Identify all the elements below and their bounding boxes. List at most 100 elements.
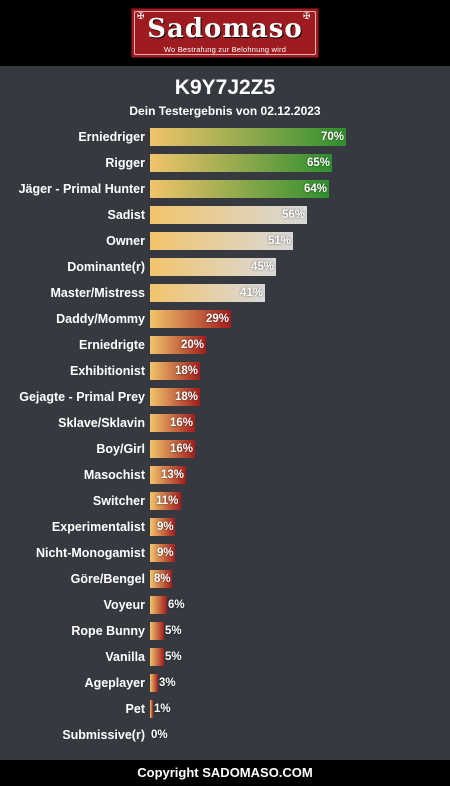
category-label: Switcher [92, 494, 145, 508]
logo-tagline: Wo Bestrafung zur Belohnung wird [163, 45, 287, 54]
bar-row: Rigger 65% [0, 154, 450, 172]
result-code-title: K9Y7J2Z5 [174, 76, 276, 99]
bar-row: Jäger - Primal Hunter 64% [0, 180, 450, 198]
category-label: Experimentalist [51, 520, 145, 534]
bar [150, 492, 181, 510]
header: ✠ ✠ Sadomaso Wo Bestrafung zur Belohnung… [0, 0, 450, 66]
bar-row: Switcher 11% [0, 492, 450, 510]
category-label: Submissive(r) [62, 728, 145, 742]
category-label: Jäger - Primal Hunter [18, 182, 145, 196]
category-label: Erniedrigte [79, 338, 145, 352]
value-label: 41% [240, 287, 264, 299]
value-label: 20% [181, 339, 205, 351]
bar-row: Ageplayer 3% [0, 674, 450, 692]
bar [150, 414, 195, 432]
copyright-text: Copyright SADOMASO.COM [137, 765, 313, 780]
logo-ornament-right-icon: ✠ [303, 11, 311, 21]
value-label: 51% [268, 235, 292, 247]
category-label: Rigger [105, 156, 145, 170]
value-label: 64% [304, 183, 328, 195]
bar [150, 180, 329, 198]
bar [150, 232, 293, 250]
category-label: Sklave/Sklavin [58, 416, 145, 430]
bar [150, 362, 200, 380]
value-label: 16% [170, 443, 194, 455]
value-label: 70% [321, 131, 345, 143]
sadomaso-logo[interactable]: ✠ ✠ Sadomaso Wo Bestrafung zur Belohnung… [131, 8, 319, 58]
value-label: 11% [156, 495, 179, 507]
bar [150, 544, 175, 562]
bar-row: Master/Mistress 41% [0, 284, 450, 302]
category-label: Pet [125, 702, 145, 716]
bar-row: Erniedrigte 20% [0, 336, 450, 354]
category-label: Rope Bunny [71, 624, 145, 638]
value-label: 9% [157, 547, 174, 559]
value-label: 8% [154, 573, 171, 585]
value-label: 65% [307, 157, 331, 169]
bar-row: Owner 51% [0, 232, 450, 250]
bar-row: Rope Bunny 5% [0, 622, 450, 640]
category-label: Masochist [83, 468, 145, 482]
value-label: 0% [151, 729, 168, 741]
bar-row: Masochist 13% [0, 466, 450, 484]
value-label: 5% [165, 651, 182, 663]
bar-row: Sadist 56% [0, 206, 450, 224]
category-label: Daddy/Mommy [56, 312, 145, 326]
value-label: 56% [282, 209, 306, 221]
bar [150, 440, 195, 458]
category-label: Nicht-Monogamist [35, 546, 145, 560]
bar-row: Pet 1% [0, 700, 450, 718]
bar [150, 596, 167, 614]
bar-row: Göre/Bengel 8% [0, 570, 450, 588]
bar [150, 284, 265, 302]
value-label: 3% [159, 677, 176, 689]
value-label: 9% [157, 521, 174, 533]
logo-wordmark: Sadomaso [147, 14, 303, 44]
bar-row: Voyeur 6% [0, 596, 450, 614]
bar-row: Vanilla 5% [0, 648, 450, 666]
bar-row: Sklave/Sklavin 16% [0, 414, 450, 432]
bar-row: Experimentalist 9% [0, 518, 450, 536]
bar [150, 206, 307, 224]
bar [150, 258, 276, 276]
value-label: 1% [154, 703, 171, 715]
bar [150, 518, 175, 536]
category-label: Sadist [107, 208, 145, 222]
bar-row: Erniedriger 70% [0, 128, 450, 146]
result-subtitle: Dein Testergebnis von 02.12.2023 [129, 104, 321, 118]
bar-row: Boy/Girl 16% [0, 440, 450, 458]
logo-frame [134, 11, 316, 55]
bar [150, 128, 346, 146]
category-label: Exhibitionist [70, 364, 145, 378]
value-label: 5% [165, 625, 182, 637]
value-label: 16% [170, 417, 194, 429]
bar [150, 310, 231, 328]
bar-row: Exhibitionist 18% [0, 362, 450, 380]
bar-row: Daddy/Mommy 29% [0, 310, 450, 328]
value-label: 18% [175, 391, 199, 403]
value-label: 6% [168, 599, 185, 611]
bar [150, 648, 164, 666]
category-label: Ageplayer [84, 676, 145, 690]
footer: Copyright SADOMASO.COM [0, 760, 450, 786]
value-label: 13% [161, 469, 185, 481]
category-label: Gejagte - Primal Prey [19, 390, 145, 404]
bar-row: Dominante(r) 45% [0, 258, 450, 276]
bar [150, 154, 332, 172]
value-label: 45% [251, 261, 275, 273]
bar-row: Gejagte - Primal Prey 18% [0, 388, 450, 406]
bar [150, 570, 172, 588]
value-label: 18% [175, 365, 199, 377]
category-label: Erniedriger [78, 130, 145, 144]
result-bar-chart: Erniedriger 70% Rigger 65% Jäger - Primal Hu… [0, 124, 450, 750]
bar [150, 700, 153, 718]
category-label: Owner [106, 234, 145, 248]
category-label: Vanilla [105, 650, 145, 664]
category-label: Voyeur [103, 598, 145, 612]
logo-ornament-left-icon: ✠ [137, 11, 145, 21]
bar [150, 674, 158, 692]
bar-row: Nicht-Monogamist 9% [0, 544, 450, 562]
category-label: Göre/Bengel [70, 572, 145, 586]
bar [150, 466, 186, 484]
category-label: Boy/Girl [96, 442, 145, 456]
